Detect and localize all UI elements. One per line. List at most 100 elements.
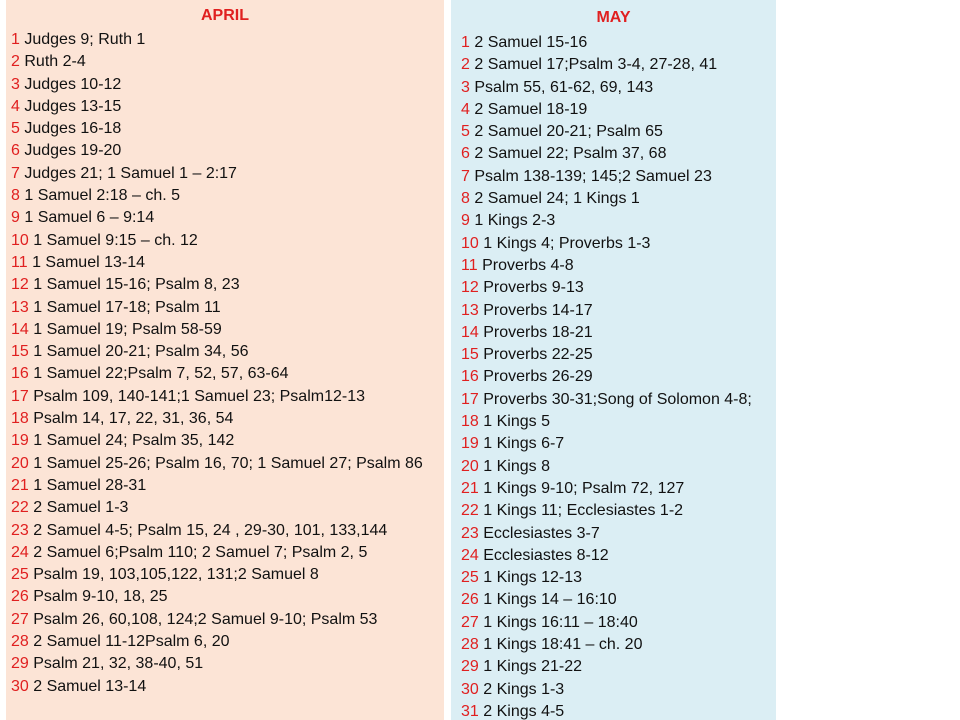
day-number: 7: [461, 167, 470, 185]
april-reading-item: 12 1 Samuel 15-16; Psalm 8, 23: [11, 274, 444, 296]
april-reading-item: 22 2 Samuel 1-3: [11, 497, 444, 519]
day-number: 8: [461, 190, 470, 208]
reading-text: Proverbs 30-31;Song of Solomon 4-8;: [483, 390, 752, 408]
day-number: 6: [11, 142, 20, 160]
may-reading-item: 12 Proverbs 9-13: [461, 277, 776, 299]
day-number: 23: [11, 521, 29, 539]
reading-text: 2 Samuel 11-12Psalm 6, 20: [33, 633, 230, 651]
day-number: 2: [461, 56, 470, 74]
reading-text: 1 Samuel 19; Psalm 58-59: [33, 320, 222, 338]
day-number: 25: [461, 569, 479, 587]
april-reading-item: 5 Judges 16-18: [11, 118, 444, 140]
reading-text: Psalm 14, 17, 22, 31, 36, 54: [33, 410, 234, 428]
april-reading-item: 18 Psalm 14, 17, 22, 31, 36, 54: [11, 408, 444, 430]
reading-text: Judges 16-18: [24, 120, 122, 138]
may-reading-item: 10 1 Kings 4; Proverbs 1-3: [461, 233, 776, 255]
day-number: 3: [11, 75, 20, 93]
day-number: 19: [11, 432, 29, 450]
day-number: 7: [11, 164, 20, 182]
day-number: 8: [11, 187, 20, 205]
reading-text: 1 Kings 5: [483, 413, 550, 431]
may-reading-item: 7 Psalm 138-139; 145;2 Samuel 23: [461, 166, 776, 188]
april-reading-item: 19 1 Samuel 24; Psalm 35, 142: [11, 430, 444, 452]
may-heading: MAY: [596, 9, 631, 26]
april-reading-item: 11 1 Samuel 13-14: [11, 252, 444, 274]
reading-text: 2 Samuel 18-19: [474, 100, 588, 118]
april-reading-item: 26 Psalm 9-10, 18, 25: [11, 586, 444, 608]
day-number: 24: [11, 543, 29, 561]
may-column: MAY 1 2 Samuel 15-16 2 2 Samuel 17;Psalm …: [451, 0, 776, 720]
may-reading-item: 16 Proverbs 26-29: [461, 366, 776, 388]
reading-text: Psalm 9-10, 18, 25: [33, 588, 168, 606]
reading-text: 2 Samuel 22; Psalm 37, 68: [474, 145, 667, 163]
day-number: 5: [461, 123, 470, 141]
april-reading-item: 29 Psalm 21, 32, 38-40, 51: [11, 653, 444, 675]
may-reading-item: 2 2 Samuel 17;Psalm 3-4, 27-28, 41: [461, 54, 776, 76]
may-reading-item: 30 2 Kings 1-3: [461, 679, 776, 701]
may-reading-item: 11 Proverbs 4-8: [461, 255, 776, 277]
reading-text: 1 Samuel 6 – 9:14: [24, 209, 155, 227]
may-reading-item: 3 Psalm 55, 61-62, 69, 143: [461, 77, 776, 99]
reading-text: 1 Kings 11; Ecclesiastes 1-2: [483, 502, 684, 520]
reading-text: Judges 10-12: [24, 75, 122, 93]
reading-text: Psalm 138-139; 145;2 Samuel 23: [474, 167, 712, 185]
day-number: 13: [461, 301, 479, 319]
reading-text: Psalm 55, 61-62, 69, 143: [474, 78, 654, 96]
april-reading-item: 6 Judges 19-20: [11, 140, 444, 162]
reading-text: 1 Samuel 17-18; Psalm 11: [33, 298, 221, 316]
april-reading-item: 8 1 Samuel 2:18 – ch. 5: [11, 185, 444, 207]
reading-text: Judges 21; 1 Samuel 1 – 2:17: [24, 164, 237, 182]
reading-text: Psalm 19, 103,105,122, 131;2 Samuel 8: [33, 566, 319, 584]
day-number: 12: [11, 276, 29, 294]
reading-text: Psalm 109, 140-141;1 Samuel 23; Psalm12-…: [33, 387, 365, 405]
day-number: 11: [461, 256, 478, 274]
day-number: 26: [11, 588, 29, 606]
may-reading-item: 5 2 Samuel 20-21; Psalm 65: [461, 121, 776, 143]
reading-text: 2 Kings 1-3: [483, 680, 565, 698]
day-number: 22: [461, 502, 479, 520]
reading-text: 1 Kings 2-3: [474, 212, 556, 230]
reading-text: 1 Kings 6-7: [483, 435, 565, 453]
reading-text: 2 Samuel 13-14: [33, 677, 147, 695]
day-number: 27: [11, 610, 29, 628]
may-reading-item: 20 1 Kings 8: [461, 456, 776, 478]
reading-text: 1 Samuel 15-16; Psalm 8, 23: [33, 276, 240, 294]
april-reading-item: 1 Judges 9; Ruth 1: [11, 29, 444, 51]
may-reading-item: 29 1 Kings 21-22: [461, 656, 776, 678]
reading-text: 2 Samuel 6;Psalm 110; 2 Samuel 7; Psalm …: [33, 543, 368, 561]
april-reading-item: 28 2 Samuel 11-12Psalm 6, 20: [11, 631, 444, 653]
day-number: 30: [11, 677, 29, 695]
reading-text: Proverbs 26-29: [483, 368, 593, 386]
reading-text: Psalm 21, 32, 38-40, 51: [33, 655, 204, 673]
may-reading-item: 9 1 Kings 2-3: [461, 210, 776, 232]
reading-text: 1 Kings 14 – 16:10: [483, 591, 617, 609]
day-number: 30: [461, 680, 479, 698]
may-reading-item: 25 1 Kings 12-13: [461, 567, 776, 589]
reading-text: 2 Samuel 1-3: [33, 499, 129, 517]
may-reading-item: 22 1 Kings 11; Ecclesiastes 1-2: [461, 500, 776, 522]
april-reading-item: 4 Judges 13-15: [11, 96, 444, 118]
day-number: 5: [11, 120, 20, 138]
reading-text: Judges 9; Ruth 1: [24, 31, 146, 48]
reading-text: 2 Samuel 15-16: [474, 34, 588, 51]
day-number: 26: [461, 591, 479, 609]
reading-text: 2 Samuel 17;Psalm 3-4, 27-28, 41: [474, 56, 718, 74]
april-reading-item: 17 Psalm 109, 140-141;1 Samuel 23; Psalm…: [11, 386, 444, 408]
may-reading-item: 17 Proverbs 30-31;Song of Solomon 4-8;: [461, 389, 776, 411]
day-number: 14: [461, 323, 479, 341]
day-number: 16: [461, 368, 479, 386]
reading-text: 1 Samuel 22;Psalm 7, 52, 57, 63-64: [33, 365, 289, 383]
may-reading-item: 28 1 Kings 18:41 – ch. 20: [461, 634, 776, 656]
reading-text: 1 Samuel 24; Psalm 35, 142: [33, 432, 235, 450]
reading-text: 1 Kings 21-22: [483, 658, 582, 676]
day-number: 12: [461, 279, 479, 297]
may-reading-list: 1 2 Samuel 15-16 2 2 Samuel 17;Psalm 3-4,…: [451, 32, 776, 720]
april-reading-item: 21 1 Samuel 28-31: [11, 475, 444, 497]
april-heading: APRIL: [201, 7, 249, 24]
day-number: 3: [461, 78, 470, 96]
day-number: 18: [11, 410, 29, 428]
may-reading-item: 6 2 Samuel 22; Psalm 37, 68: [461, 143, 776, 165]
day-number: 19: [461, 435, 479, 453]
reading-text: Judges 13-15: [24, 97, 122, 115]
